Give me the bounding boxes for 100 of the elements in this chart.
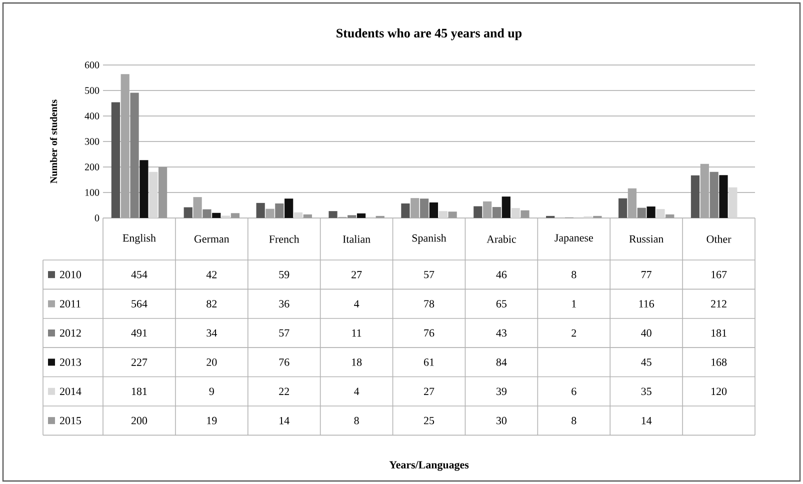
data-label: 227 — [131, 358, 148, 366]
bar — [212, 212, 221, 218]
legend-label: 2013 — [60, 358, 82, 366]
bar — [420, 198, 429, 218]
data-label: 27 — [424, 388, 434, 396]
bar — [710, 172, 718, 218]
chart-title: Students who are 45 years and up — [336, 28, 522, 40]
bar — [637, 208, 646, 218]
data-label: 212 — [711, 300, 726, 308]
data-label: 6 — [572, 388, 576, 396]
y-tick-label: 100 — [85, 189, 100, 196]
data-label: 167 — [712, 270, 727, 278]
data-label: 2 — [572, 329, 576, 337]
data-label: 181 — [132, 388, 147, 396]
bar — [130, 92, 139, 218]
data-label: 39 — [496, 388, 506, 396]
text: Years/Languages — [389, 461, 469, 471]
data-label: 35 — [641, 388, 652, 396]
y-tick-label: 500 — [85, 87, 100, 94]
data-label: 82 — [206, 300, 217, 308]
data-label: 61 — [424, 358, 434, 366]
legend-label: 2010 — [60, 270, 82, 278]
data-label: 42 — [206, 270, 217, 278]
bar — [719, 175, 728, 218]
data-label: 491 — [131, 329, 147, 337]
x-tick-label: Arabic — [486, 235, 516, 243]
data-label: 30 — [496, 416, 507, 424]
data-label: 78 — [424, 300, 434, 308]
bar — [520, 210, 530, 218]
data-label: 57 — [279, 329, 290, 337]
x-tick-label: German — [194, 235, 230, 243]
data-label: 18 — [352, 358, 362, 366]
data-label: 65 — [496, 300, 506, 308]
legend-label: 2014 — [60, 388, 82, 396]
bar — [230, 213, 240, 218]
data-label: 20 — [206, 358, 217, 366]
data-label: 34 — [206, 329, 217, 337]
bar — [149, 172, 158, 218]
legend-label: 2012 — [60, 329, 81, 337]
data-label: 14 — [280, 416, 290, 424]
bar — [184, 207, 192, 218]
data-label: 46 — [496, 270, 507, 278]
data-label: 9 — [209, 388, 214, 396]
y-tick-label: 600 — [84, 62, 100, 68]
bar — [429, 202, 438, 218]
legend-label: 2015 — [60, 416, 82, 424]
bar — [328, 211, 338, 218]
data-label: 14 — [642, 416, 652, 424]
data-label: 8 — [354, 416, 359, 424]
y-tick-label: 400 — [84, 112, 100, 120]
x-tick-label: French — [269, 235, 300, 243]
data-label: 454 — [131, 270, 148, 278]
x-tick-label: Russian — [629, 235, 664, 243]
data-label: 4 — [354, 388, 360, 395]
data-label: 40 — [641, 329, 652, 337]
data-label: 11 — [352, 329, 362, 337]
data-label: 116 — [639, 300, 654, 308]
bar — [728, 187, 738, 218]
bar — [158, 166, 168, 218]
data-label: 25 — [424, 416, 434, 424]
x-tick-label: Spanish — [412, 234, 446, 244]
data-label: 564 — [132, 300, 148, 308]
bar — [303, 214, 312, 218]
data-label: 168 — [712, 358, 727, 366]
data-label: 120 — [712, 388, 727, 396]
bar — [401, 203, 410, 218]
data-label: 8 — [572, 270, 576, 278]
data-label: 200 — [131, 416, 148, 424]
data-label: 77 — [642, 271, 652, 278]
bar — [618, 198, 628, 218]
bar — [284, 198, 294, 218]
data-label: 27 — [352, 270, 362, 278]
bar — [474, 206, 482, 218]
bar — [294, 212, 303, 218]
bar — [111, 102, 120, 218]
data-label: 36 — [279, 300, 290, 308]
data-label: 76 — [279, 358, 290, 366]
bar — [492, 207, 502, 218]
data-label: 19 — [207, 416, 217, 424]
x-tick-label: Japanese — [554, 234, 593, 244]
y-tick-label: 200 — [84, 164, 100, 170]
y-axis-title: Number of students — [50, 100, 58, 184]
bar — [448, 212, 457, 218]
data-label: 59 — [279, 270, 290, 278]
bar — [202, 209, 212, 218]
bar — [256, 202, 265, 218]
bar — [502, 196, 510, 218]
data-label: 45 — [641, 358, 652, 366]
data-label: 4 — [354, 300, 360, 308]
data-label: 1 — [572, 300, 576, 308]
data-label: 22 — [279, 388, 289, 396]
bar — [438, 211, 448, 218]
data-label: 76 — [424, 329, 434, 337]
data-label: 43 — [496, 329, 506, 337]
legend-label: 2011 — [60, 300, 80, 308]
x-tick-label: Other — [706, 235, 732, 243]
data-label: 181 — [712, 329, 726, 337]
bar — [690, 175, 700, 218]
bar — [511, 208, 520, 218]
bar — [140, 160, 148, 218]
